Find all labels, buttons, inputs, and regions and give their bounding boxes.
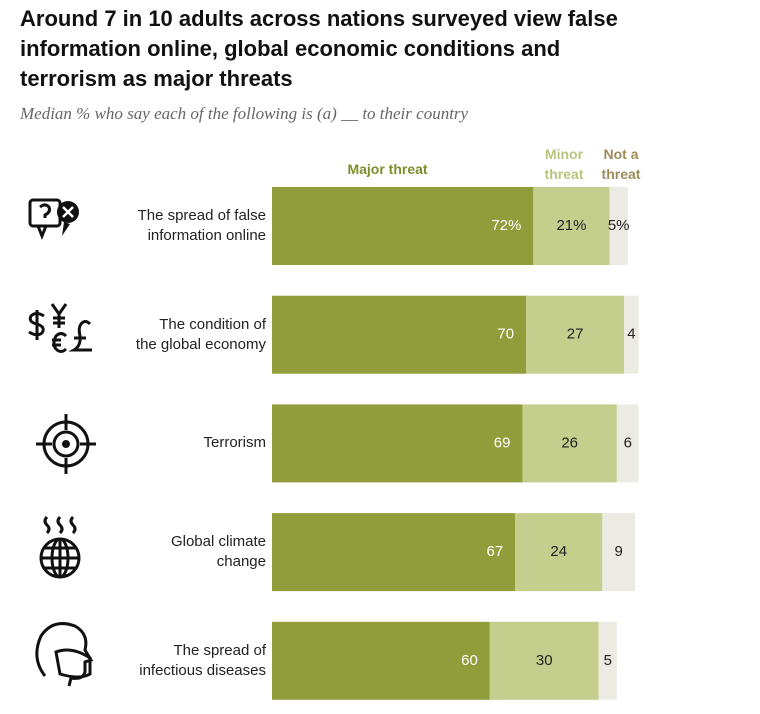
legend-label: Major threat — [347, 161, 428, 177]
bar-segment — [598, 621, 617, 700]
value-label: 70 — [497, 326, 514, 343]
value-label: 21% — [556, 217, 586, 234]
bar-segment — [533, 187, 610, 265]
value-label: 60 — [461, 652, 478, 669]
value-label: 5% — [608, 217, 630, 234]
bar-segment — [272, 187, 534, 265]
chart-title: Around 7 in 10 adults across nations sur… — [20, 6, 618, 91]
category-label: Terrorism — [203, 434, 267, 452]
value-label: 26 — [561, 434, 578, 451]
bar-segment — [489, 621, 599, 700]
category-label: The spread of infectious diseases — [139, 641, 266, 679]
legend-label: Minor threat — [544, 146, 584, 182]
value-label: 30 — [536, 652, 553, 669]
bar-segment — [272, 404, 523, 483]
value-label: 27 — [567, 326, 584, 343]
category-label: The spread of false information online — [137, 207, 266, 244]
value-label: 72% — [491, 217, 521, 234]
value-label: 9 — [614, 543, 622, 560]
bar-segment — [609, 187, 628, 265]
value-label: 67 — [487, 543, 504, 560]
bar-segment — [624, 295, 639, 374]
value-label: 24 — [550, 543, 567, 560]
bar-segment — [602, 513, 635, 592]
icon-target — [36, 414, 96, 474]
value-label: 69 — [494, 434, 511, 451]
bar-segment — [526, 295, 625, 374]
category-label: The condition of the global economy — [135, 315, 266, 353]
category-label: Global climate change — [170, 533, 266, 571]
value-label: 6 — [624, 434, 632, 451]
bar-segment — [272, 621, 490, 700]
legend-label: Not a threat — [601, 146, 641, 182]
chart-subtitle: Median % who say each of the following i… — [20, 104, 469, 123]
icon-mask — [35, 622, 94, 687]
icon-speech — [28, 198, 79, 241]
value-label: 4 — [627, 326, 635, 343]
bar-segment — [272, 513, 516, 592]
bar-segment — [515, 513, 603, 592]
bar-segment — [616, 404, 639, 483]
icon-globe — [39, 515, 81, 579]
icon-currency — [28, 303, 92, 353]
bar-segment — [272, 295, 527, 374]
value-label: 5 — [604, 652, 612, 669]
bar-segment — [522, 404, 617, 483]
